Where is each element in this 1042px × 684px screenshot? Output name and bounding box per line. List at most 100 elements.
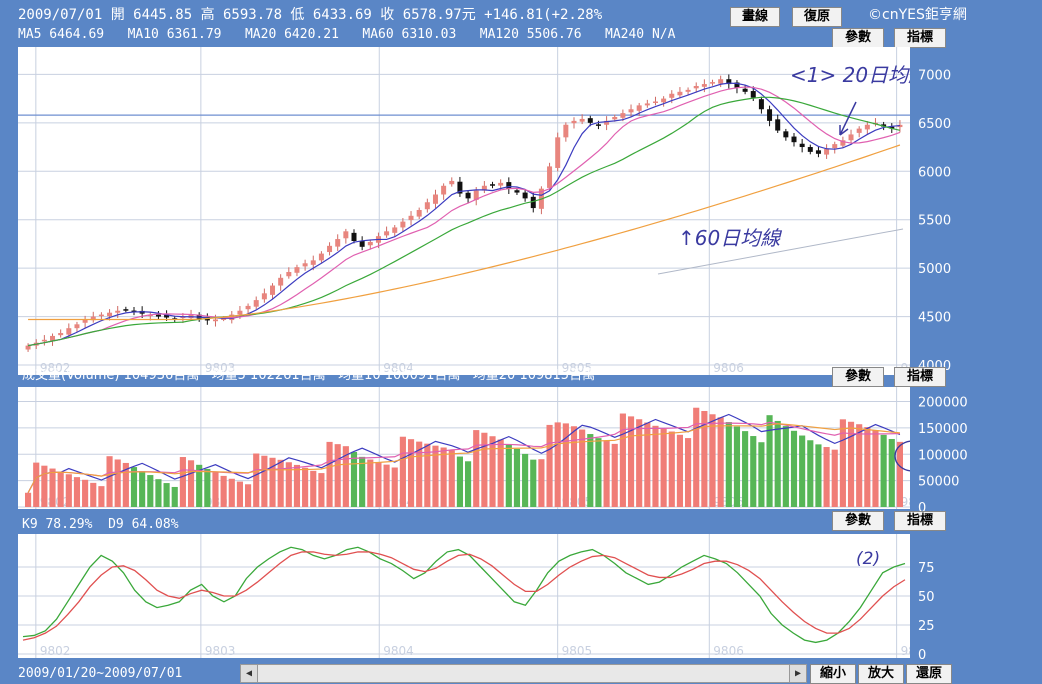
volume-y-axis: 0 50000 100000 150000 200000	[918, 396, 968, 516]
volume-bar	[603, 441, 610, 507]
kd-panel: 9802 9803 9804 9805 9806 9807 (2)	[18, 534, 931, 658]
candle-body	[327, 245, 333, 253]
kd-tick-label: 75	[918, 561, 935, 576]
candle-body	[400, 221, 406, 228]
candle-body	[90, 316, 96, 321]
zoom-in-button[interactable]: 放大	[858, 664, 904, 684]
candle-body	[506, 182, 512, 189]
restore-button[interactable]: 復原	[792, 7, 842, 27]
candle-body	[807, 147, 813, 152]
kd-indicator-button[interactable]: 指標	[894, 511, 946, 531]
candle-body	[237, 310, 243, 315]
volume-bar	[481, 432, 488, 507]
volume-bar	[758, 442, 765, 507]
volume-bar	[685, 438, 692, 507]
candle-body	[742, 88, 748, 92]
volume-chart: 980298039804980598069807	[18, 387, 932, 509]
volume-bar	[391, 467, 398, 507]
candle-body	[864, 124, 870, 130]
volume-indicator-button[interactable]: 指標	[894, 367, 946, 387]
volume-bar	[90, 482, 97, 507]
volume-bar	[799, 435, 806, 507]
candle-body	[261, 293, 267, 300]
kd-params-button[interactable]: 參數	[832, 511, 884, 531]
candle-body	[384, 231, 390, 236]
volume-bar	[424, 443, 431, 507]
volume-bar	[709, 414, 716, 507]
candle-body	[815, 150, 821, 154]
annotation-ma60: ↑60日均線	[678, 226, 782, 250]
volume-bar	[522, 453, 529, 507]
volume-bar	[864, 427, 871, 507]
annotation-arrow	[839, 101, 857, 136]
volume-bar	[505, 444, 512, 507]
volume-bar	[513, 448, 521, 507]
volume-bar	[660, 428, 667, 507]
volume-bar	[204, 468, 211, 507]
candle-body	[221, 318, 227, 320]
candle-body	[490, 184, 496, 186]
volume-bar	[82, 479, 89, 507]
candle-body	[783, 131, 789, 138]
scroll-right-icon[interactable]: ▶	[789, 665, 806, 682]
candle-body	[278, 277, 284, 286]
volume-bar	[579, 429, 586, 507]
ma5-line	[27, 82, 900, 347]
candle-body	[66, 328, 72, 335]
volume-bar	[41, 465, 48, 507]
candle-body	[424, 202, 430, 210]
price-params-button[interactable]: 參數	[832, 28, 884, 48]
candle-body	[498, 182, 504, 186]
candle-body	[245, 305, 251, 310]
candle-body	[881, 124, 887, 127]
volume-bar	[717, 417, 724, 507]
ma-summary: MA5 6464.69 MA10 6361.79 MA20 6420.21 MA…	[18, 27, 676, 42]
volume-bar	[888, 438, 895, 507]
candle-body	[74, 324, 80, 329]
month-tick-label: 9807	[901, 644, 910, 658]
month-tick-label: 9806	[713, 361, 744, 375]
volume-bar	[269, 457, 276, 507]
zoom-out-button[interactable]: 縮小	[810, 664, 856, 684]
candle-body	[41, 339, 47, 342]
volume-bar	[416, 441, 423, 507]
price-indicator-button[interactable]: 指標	[894, 28, 946, 48]
candle-body	[685, 89, 691, 92]
candle-body	[351, 232, 357, 241]
volume-bar	[350, 451, 358, 507]
candle-body	[359, 241, 365, 247]
volume-bar	[872, 430, 879, 507]
volume-bar	[530, 459, 537, 507]
volume-bar	[489, 436, 496, 507]
volume-bar	[359, 456, 366, 507]
candle-body	[343, 231, 349, 239]
draw-line-button[interactable]: 畫線	[730, 7, 780, 27]
candle-body	[595, 124, 601, 126]
volume-bar	[383, 464, 390, 507]
ma10-line	[27, 86, 901, 347]
volume-params-button[interactable]: 參數	[832, 367, 884, 387]
volume-bar	[122, 462, 129, 507]
vol-avg20-line	[27, 423, 900, 494]
candle-body	[318, 253, 324, 261]
volume-bar	[782, 426, 789, 507]
timeline-scrollbar[interactable]: ◀ ▶	[240, 664, 807, 683]
candle-body	[758, 99, 764, 110]
volume-bar	[253, 453, 260, 507]
candle-body	[131, 310, 137, 313]
candle-body	[294, 267, 300, 273]
reset-button[interactable]: 還原	[906, 664, 952, 684]
volume-bar	[652, 425, 659, 507]
volume-bar	[220, 475, 227, 507]
volume-bar	[114, 459, 121, 507]
volume-bar	[587, 434, 594, 507]
candle-body	[587, 118, 593, 123]
volume-bar	[668, 431, 675, 507]
scroll-left-icon[interactable]: ◀	[241, 665, 258, 682]
candle-body	[563, 124, 569, 138]
volume-tick-label: 150000	[918, 422, 968, 437]
volume-bar	[326, 441, 333, 507]
volume-bar	[375, 461, 382, 507]
candle-body	[750, 91, 756, 98]
volume-bar	[807, 440, 814, 507]
